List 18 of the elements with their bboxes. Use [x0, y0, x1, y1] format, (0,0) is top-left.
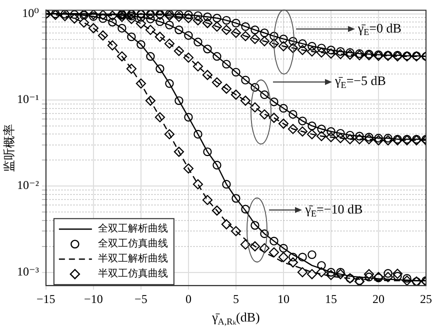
- legend-label: 半双工仿真曲线: [98, 268, 168, 280]
- x-tick-label: 5: [232, 292, 239, 306]
- legend-label: 半双工解析曲线: [98, 252, 168, 265]
- legend-label: 全双工解析曲线: [98, 222, 168, 235]
- x-tick-label: −15: [36, 292, 56, 306]
- y-tick-label: 10⁻²: [16, 178, 40, 192]
- y-axis-title: 监听概率: [2, 124, 16, 172]
- x-tick-label: −10: [84, 292, 103, 306]
- y-tick-label: 10⁰: [22, 6, 40, 20]
- y-tick-label: 10⁻³: [16, 264, 40, 278]
- x-tick-label: 20: [372, 292, 384, 306]
- legend-label: 全双工仿真曲线: [98, 238, 168, 250]
- y-tick-label: 10⁻¹: [16, 92, 40, 106]
- x-tick-label: 15: [324, 292, 337, 306]
- x-tick-label: 25: [420, 292, 432, 306]
- x-tick-label: 10: [277, 292, 290, 306]
- x-tick-label: −5: [134, 292, 148, 306]
- x-tick-label: 0: [185, 292, 192, 306]
